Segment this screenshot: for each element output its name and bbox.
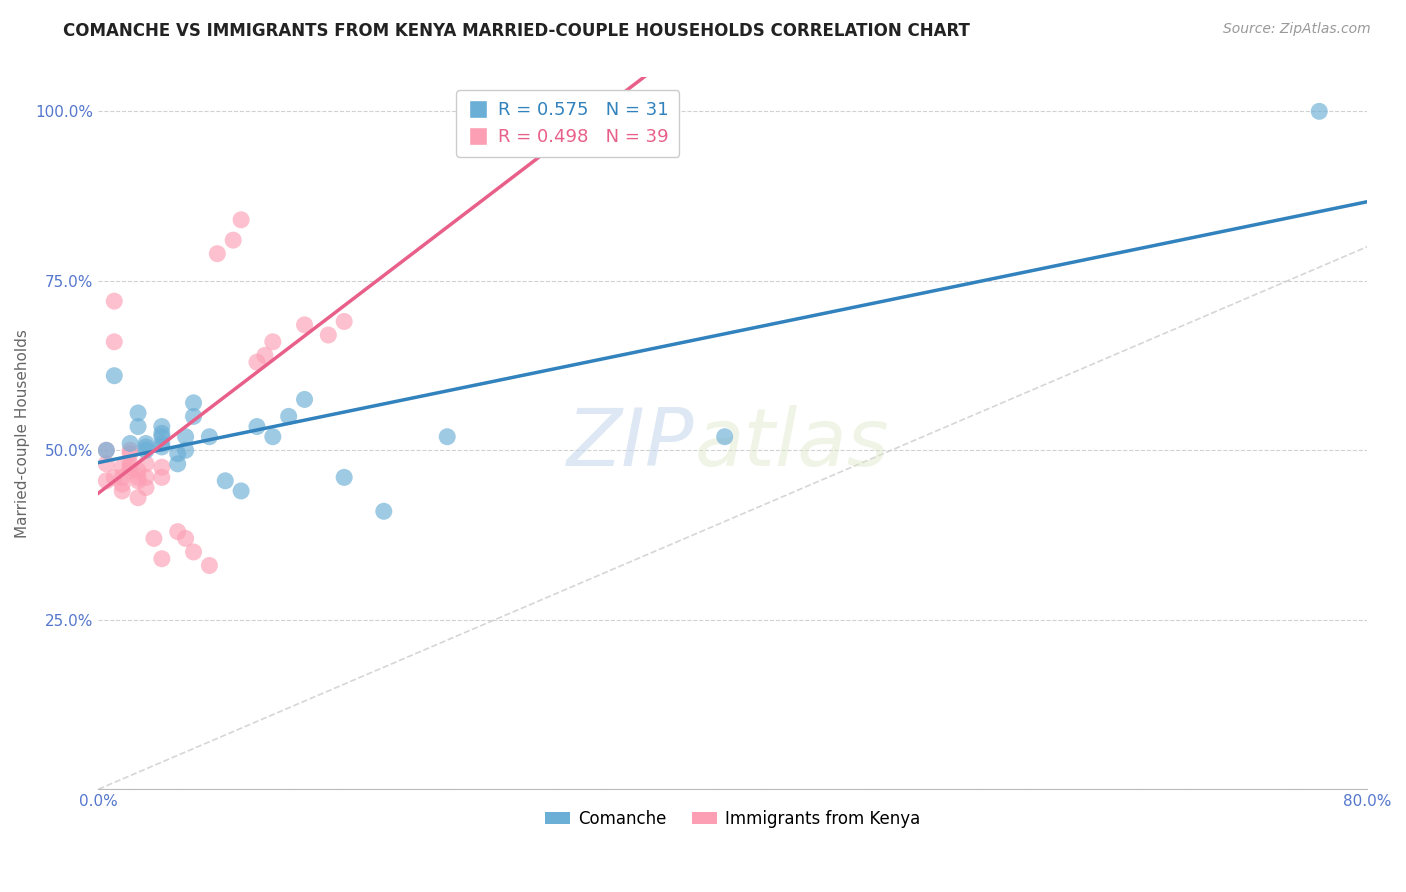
Point <box>166 447 188 461</box>
Point <box>262 430 284 444</box>
Point <box>103 294 125 309</box>
Point <box>253 348 276 362</box>
Point <box>262 334 284 349</box>
Legend: Comanche, Immigrants from Kenya: Comanche, Immigrants from Kenya <box>538 803 927 834</box>
Point <box>318 328 340 343</box>
Point <box>96 443 118 458</box>
Point <box>111 470 134 484</box>
Point <box>294 318 316 332</box>
Point <box>150 430 173 444</box>
Point <box>103 334 125 349</box>
Point <box>373 504 395 518</box>
Point <box>111 477 134 491</box>
Point <box>120 457 142 471</box>
Point <box>127 464 149 478</box>
Point <box>127 474 149 488</box>
Y-axis label: Married-couple Households: Married-couple Households <box>15 329 30 538</box>
Point <box>127 491 149 505</box>
Point <box>183 409 205 424</box>
Point <box>135 436 157 450</box>
Point <box>120 436 142 450</box>
Point <box>111 460 134 475</box>
Point <box>1308 104 1330 119</box>
Point <box>111 483 134 498</box>
Point <box>150 440 173 454</box>
Point <box>713 430 735 444</box>
Point <box>246 419 269 434</box>
Point <box>127 470 149 484</box>
Point <box>120 447 142 461</box>
Point <box>127 406 149 420</box>
Point <box>207 246 229 260</box>
Point <box>135 440 157 454</box>
Point <box>174 443 197 458</box>
Point <box>198 558 221 573</box>
Point <box>120 443 142 458</box>
Point <box>294 392 316 407</box>
Point <box>174 532 197 546</box>
Point <box>103 470 125 484</box>
Point <box>150 436 173 450</box>
Point <box>135 470 157 484</box>
Point <box>229 212 252 227</box>
Point <box>150 419 173 434</box>
Point <box>103 368 125 383</box>
Point <box>135 443 157 458</box>
Point <box>150 426 173 441</box>
Point <box>135 481 157 495</box>
Point <box>246 355 269 369</box>
Point <box>183 545 205 559</box>
Point <box>277 409 299 424</box>
Point <box>166 524 188 539</box>
Text: atlas: atlas <box>695 405 890 483</box>
Point <box>174 430 197 444</box>
Text: COMANCHE VS IMMIGRANTS FROM KENYA MARRIED-COUPLE HOUSEHOLDS CORRELATION CHART: COMANCHE VS IMMIGRANTS FROM KENYA MARRIE… <box>63 22 970 40</box>
Point <box>229 483 252 498</box>
Point <box>198 430 221 444</box>
Point <box>150 551 173 566</box>
Point <box>150 460 173 475</box>
Point <box>222 233 245 247</box>
Point <box>127 419 149 434</box>
Point <box>120 464 142 478</box>
Point <box>436 430 458 444</box>
Point <box>214 474 236 488</box>
Point <box>120 460 142 475</box>
Point <box>333 470 356 484</box>
Text: ZIP: ZIP <box>567 405 695 483</box>
Point <box>96 474 118 488</box>
Point <box>135 457 157 471</box>
Point <box>333 314 356 328</box>
Point <box>150 470 173 484</box>
Point <box>166 457 188 471</box>
Text: Source: ZipAtlas.com: Source: ZipAtlas.com <box>1223 22 1371 37</box>
Point <box>183 396 205 410</box>
Point <box>96 443 118 458</box>
Point <box>142 532 165 546</box>
Point <box>96 457 118 471</box>
